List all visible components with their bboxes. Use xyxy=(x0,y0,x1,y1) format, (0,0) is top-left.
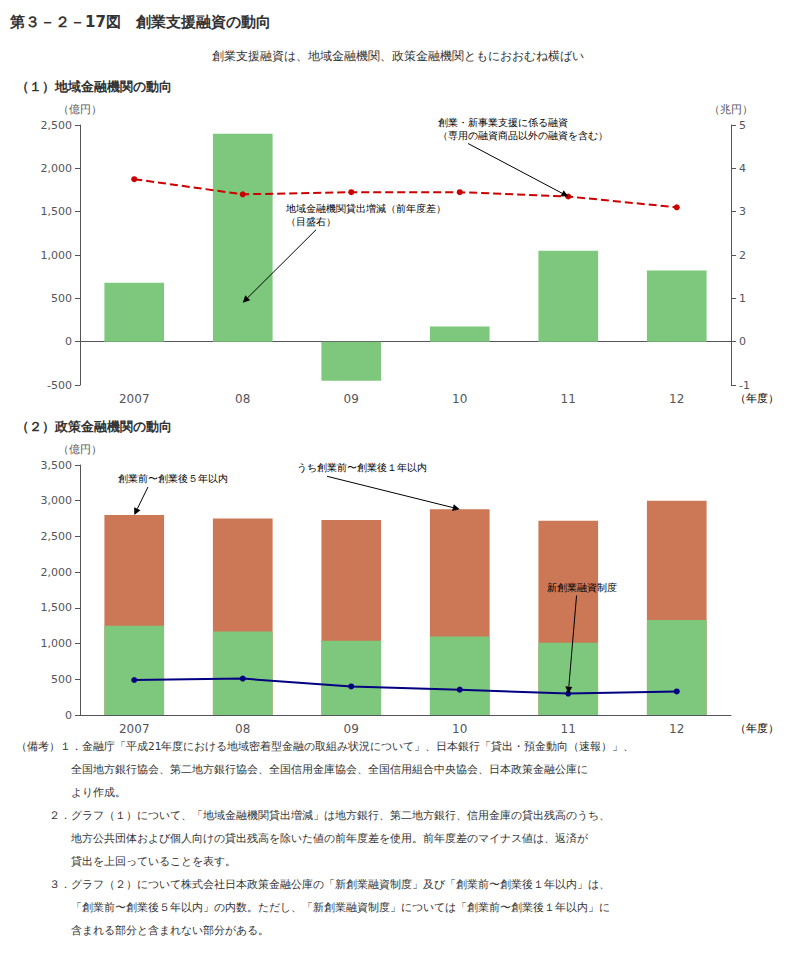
svg-text:12: 12 xyxy=(669,392,684,406)
svg-text:500: 500 xyxy=(51,673,72,686)
svg-text:（１）地域金融機関の動向: （１）地域金融機関の動向 xyxy=(16,79,172,94)
svg-text:（億円）: （億円） xyxy=(58,103,102,116)
svg-text:2,000: 2,000 xyxy=(41,566,73,579)
svg-text:1,500: 1,500 xyxy=(41,601,73,614)
svg-text:0: 0 xyxy=(739,335,746,348)
svg-text:1,000: 1,000 xyxy=(41,637,73,650)
svg-text:含まれる部分と含まれない部分がある。: 含まれる部分と含まれない部分がある。 xyxy=(16,924,269,936)
svg-text:貸出を上回っていることを表す。: 貸出を上回っていることを表す。 xyxy=(16,855,236,868)
svg-text:2,500: 2,500 xyxy=(41,119,73,132)
svg-text:2007: 2007 xyxy=(119,722,150,736)
svg-text:（専用の融資商品以外の融資を含む）: （専用の融資商品以外の融資を含む） xyxy=(438,130,608,141)
svg-text:（年度）: （年度） xyxy=(735,392,779,405)
svg-text:-500: -500 xyxy=(47,379,72,392)
svg-text:（目盛右）: （目盛右） xyxy=(286,216,336,227)
svg-text:地域金融機関貸出増減（前年度差）: 地域金融機関貸出増減（前年度差） xyxy=(285,203,446,214)
svg-text:2,500: 2,500 xyxy=(41,530,73,543)
svg-text:-1: -1 xyxy=(739,379,750,392)
svg-text:08: 08 xyxy=(235,392,250,406)
svg-text:うち創業前〜創業後１年以内: うち創業前〜創業後１年以内 xyxy=(297,462,427,473)
svg-text:（２）政策金融機関の動向: （２）政策金融機関の動向 xyxy=(16,419,172,434)
svg-text:1,000: 1,000 xyxy=(41,249,73,262)
svg-text:2007: 2007 xyxy=(119,392,150,406)
svg-text:（兆円）: （兆円） xyxy=(709,103,753,116)
svg-text:３．グラフ（２）について株式会社日本政策金融公庫の「新創業融: ３．グラフ（２）について株式会社日本政策金融公庫の「新創業融資制度」及び「創業前… xyxy=(16,878,610,890)
svg-text:10: 10 xyxy=(452,722,467,736)
svg-text:1: 1 xyxy=(739,292,746,305)
svg-text:500: 500 xyxy=(51,292,72,305)
svg-text:5: 5 xyxy=(739,119,746,132)
svg-text:09: 09 xyxy=(344,722,359,736)
svg-text:11: 11 xyxy=(561,392,576,406)
svg-text:２．グラフ（１）について、「地域金融機関貸出増減」は地方銀行: ２．グラフ（１）について、「地域金融機関貸出増減」は地方銀行、第二地方銀行、信用… xyxy=(16,809,610,822)
svg-text:地方公共団体および個人向けの貸出残高を除いた値の前年度差を使: 地方公共団体および個人向けの貸出残高を除いた値の前年度差を使用。前年度差のマイナ… xyxy=(16,832,589,845)
svg-text:3,500: 3,500 xyxy=(41,459,73,472)
svg-text:0: 0 xyxy=(65,709,72,722)
svg-text:全国地方銀行協会、第二地方銀行協会、全国信用金庫協会、全国信: 全国地方銀行協会、第二地方銀行協会、全国信用金庫協会、全国信用組合中央協会、日本… xyxy=(16,763,588,775)
svg-text:創業前〜創業後５年以内: 創業前〜創業後５年以内 xyxy=(118,473,228,484)
svg-text:2: 2 xyxy=(739,249,746,262)
svg-text:（年度）: （年度） xyxy=(735,722,779,735)
svg-text:（備考）１．金融庁「平成21年度における地域密着型金融の取組: （備考）１．金融庁「平成21年度における地域密着型金融の取組み状況について」、日… xyxy=(16,740,634,753)
svg-text:より作成。: より作成。 xyxy=(16,786,126,798)
svg-text:第３－２－17図 創業支援融資の動向: 第３－２－17図 創業支援融資の動向 xyxy=(9,13,271,31)
svg-text:0: 0 xyxy=(65,335,72,348)
svg-text:新創業融資制度: 新創業融資制度 xyxy=(547,582,617,593)
svg-text:09: 09 xyxy=(344,392,359,406)
svg-text:11: 11 xyxy=(561,722,576,736)
svg-text:創業・新事業支援に係る融資: 創業・新事業支援に係る融資 xyxy=(438,117,568,128)
svg-text:「創業前〜創業後５年以内」の内数。ただし、「新創業融資制度」: 「創業前〜創業後５年以内」の内数。ただし、「新創業融資制度」については「創業前〜… xyxy=(16,901,610,913)
svg-text:創業支援融資は、地域金融機関、政策金融機関ともにおおむね横ば: 創業支援融資は、地域金融機関、政策金融機関ともにおおむね横ばい xyxy=(212,49,584,63)
svg-text:4: 4 xyxy=(739,162,746,175)
svg-text:08: 08 xyxy=(235,722,250,736)
svg-text:3: 3 xyxy=(739,205,746,218)
svg-text:12: 12 xyxy=(669,722,684,736)
svg-text:10: 10 xyxy=(452,392,467,406)
svg-text:1,500: 1,500 xyxy=(41,205,73,218)
svg-text:3,000: 3,000 xyxy=(41,494,73,507)
svg-text:2,000: 2,000 xyxy=(41,162,73,175)
svg-text:（億円）: （億円） xyxy=(58,443,102,456)
